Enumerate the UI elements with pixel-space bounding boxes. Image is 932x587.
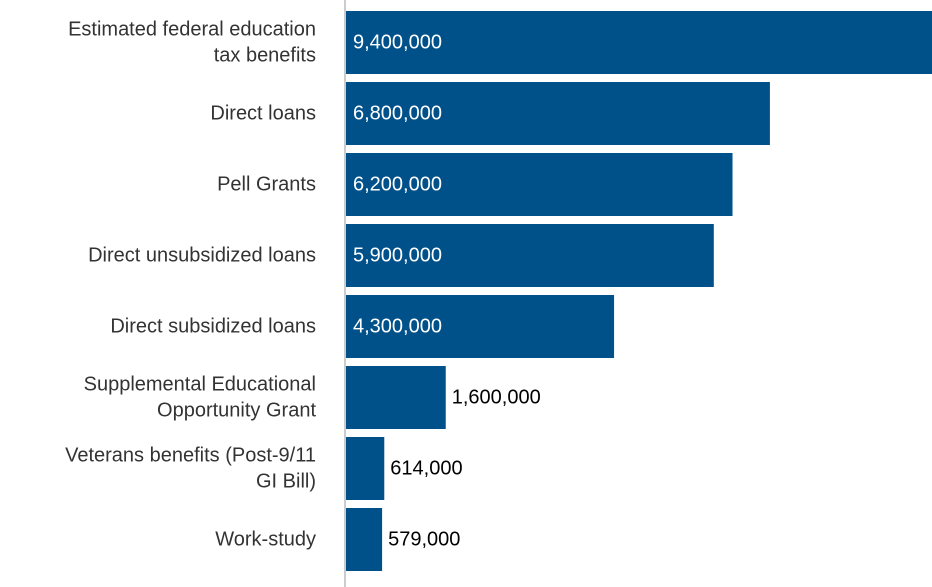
category-label-line: Work-study bbox=[215, 529, 316, 551]
bar bbox=[346, 295, 615, 358]
category-label-line: Estimated federal education bbox=[68, 19, 316, 41]
category-label: Supplemental Educational Opportunity Gran… bbox=[84, 374, 317, 422]
category-label: Direct subsidized loans bbox=[110, 316, 316, 338]
category-label-line: tax benefits bbox=[214, 45, 316, 67]
labels-layer: 9,400,000 Estimated federal education tax … bbox=[65, 19, 541, 551]
category-label-line: Supplemental Educational bbox=[84, 374, 316, 396]
bar bbox=[346, 153, 733, 216]
bar bbox=[346, 437, 385, 500]
bar bbox=[346, 366, 446, 429]
bar-value-label: 4,300,000 bbox=[353, 316, 442, 338]
category-label: Work-study bbox=[215, 529, 316, 551]
bar-value-label: 5,900,000 bbox=[353, 245, 442, 267]
category-label: Estimated federal education tax benefits bbox=[68, 19, 316, 67]
category-label: Veterans benefits (Post-9/11 GI Bill) bbox=[65, 445, 316, 493]
category-label-line: Direct subsidized loans bbox=[110, 316, 316, 338]
bar bbox=[346, 224, 714, 287]
category-label: Direct unsubsidized loans bbox=[88, 245, 316, 267]
bar bbox=[346, 508, 383, 571]
bar-value-label: 9,400,000 bbox=[353, 32, 442, 54]
bar-value-label: 6,800,000 bbox=[353, 103, 442, 125]
bar bbox=[346, 11, 932, 74]
category-label-line: GI Bill) bbox=[256, 471, 316, 493]
category-label-line: Direct unsubsidized loans bbox=[88, 245, 316, 267]
category-label-line: Veterans benefits (Post-9/11 bbox=[65, 445, 316, 467]
bar-value-label: 6,200,000 bbox=[353, 174, 442, 196]
bar-value-label: 614,000 bbox=[390, 458, 462, 480]
bars-layer bbox=[346, 11, 932, 571]
category-label: Pell Grants bbox=[217, 174, 316, 196]
category-label-line: Direct loans bbox=[210, 103, 316, 125]
category-label-line: Pell Grants bbox=[217, 174, 316, 196]
bar-value-label: 579,000 bbox=[388, 529, 460, 551]
bar-value-label: 1,600,000 bbox=[452, 387, 541, 409]
bar bbox=[346, 82, 770, 145]
category-label: Direct loans bbox=[210, 103, 316, 125]
category-label-line: Opportunity Grant bbox=[157, 400, 316, 422]
